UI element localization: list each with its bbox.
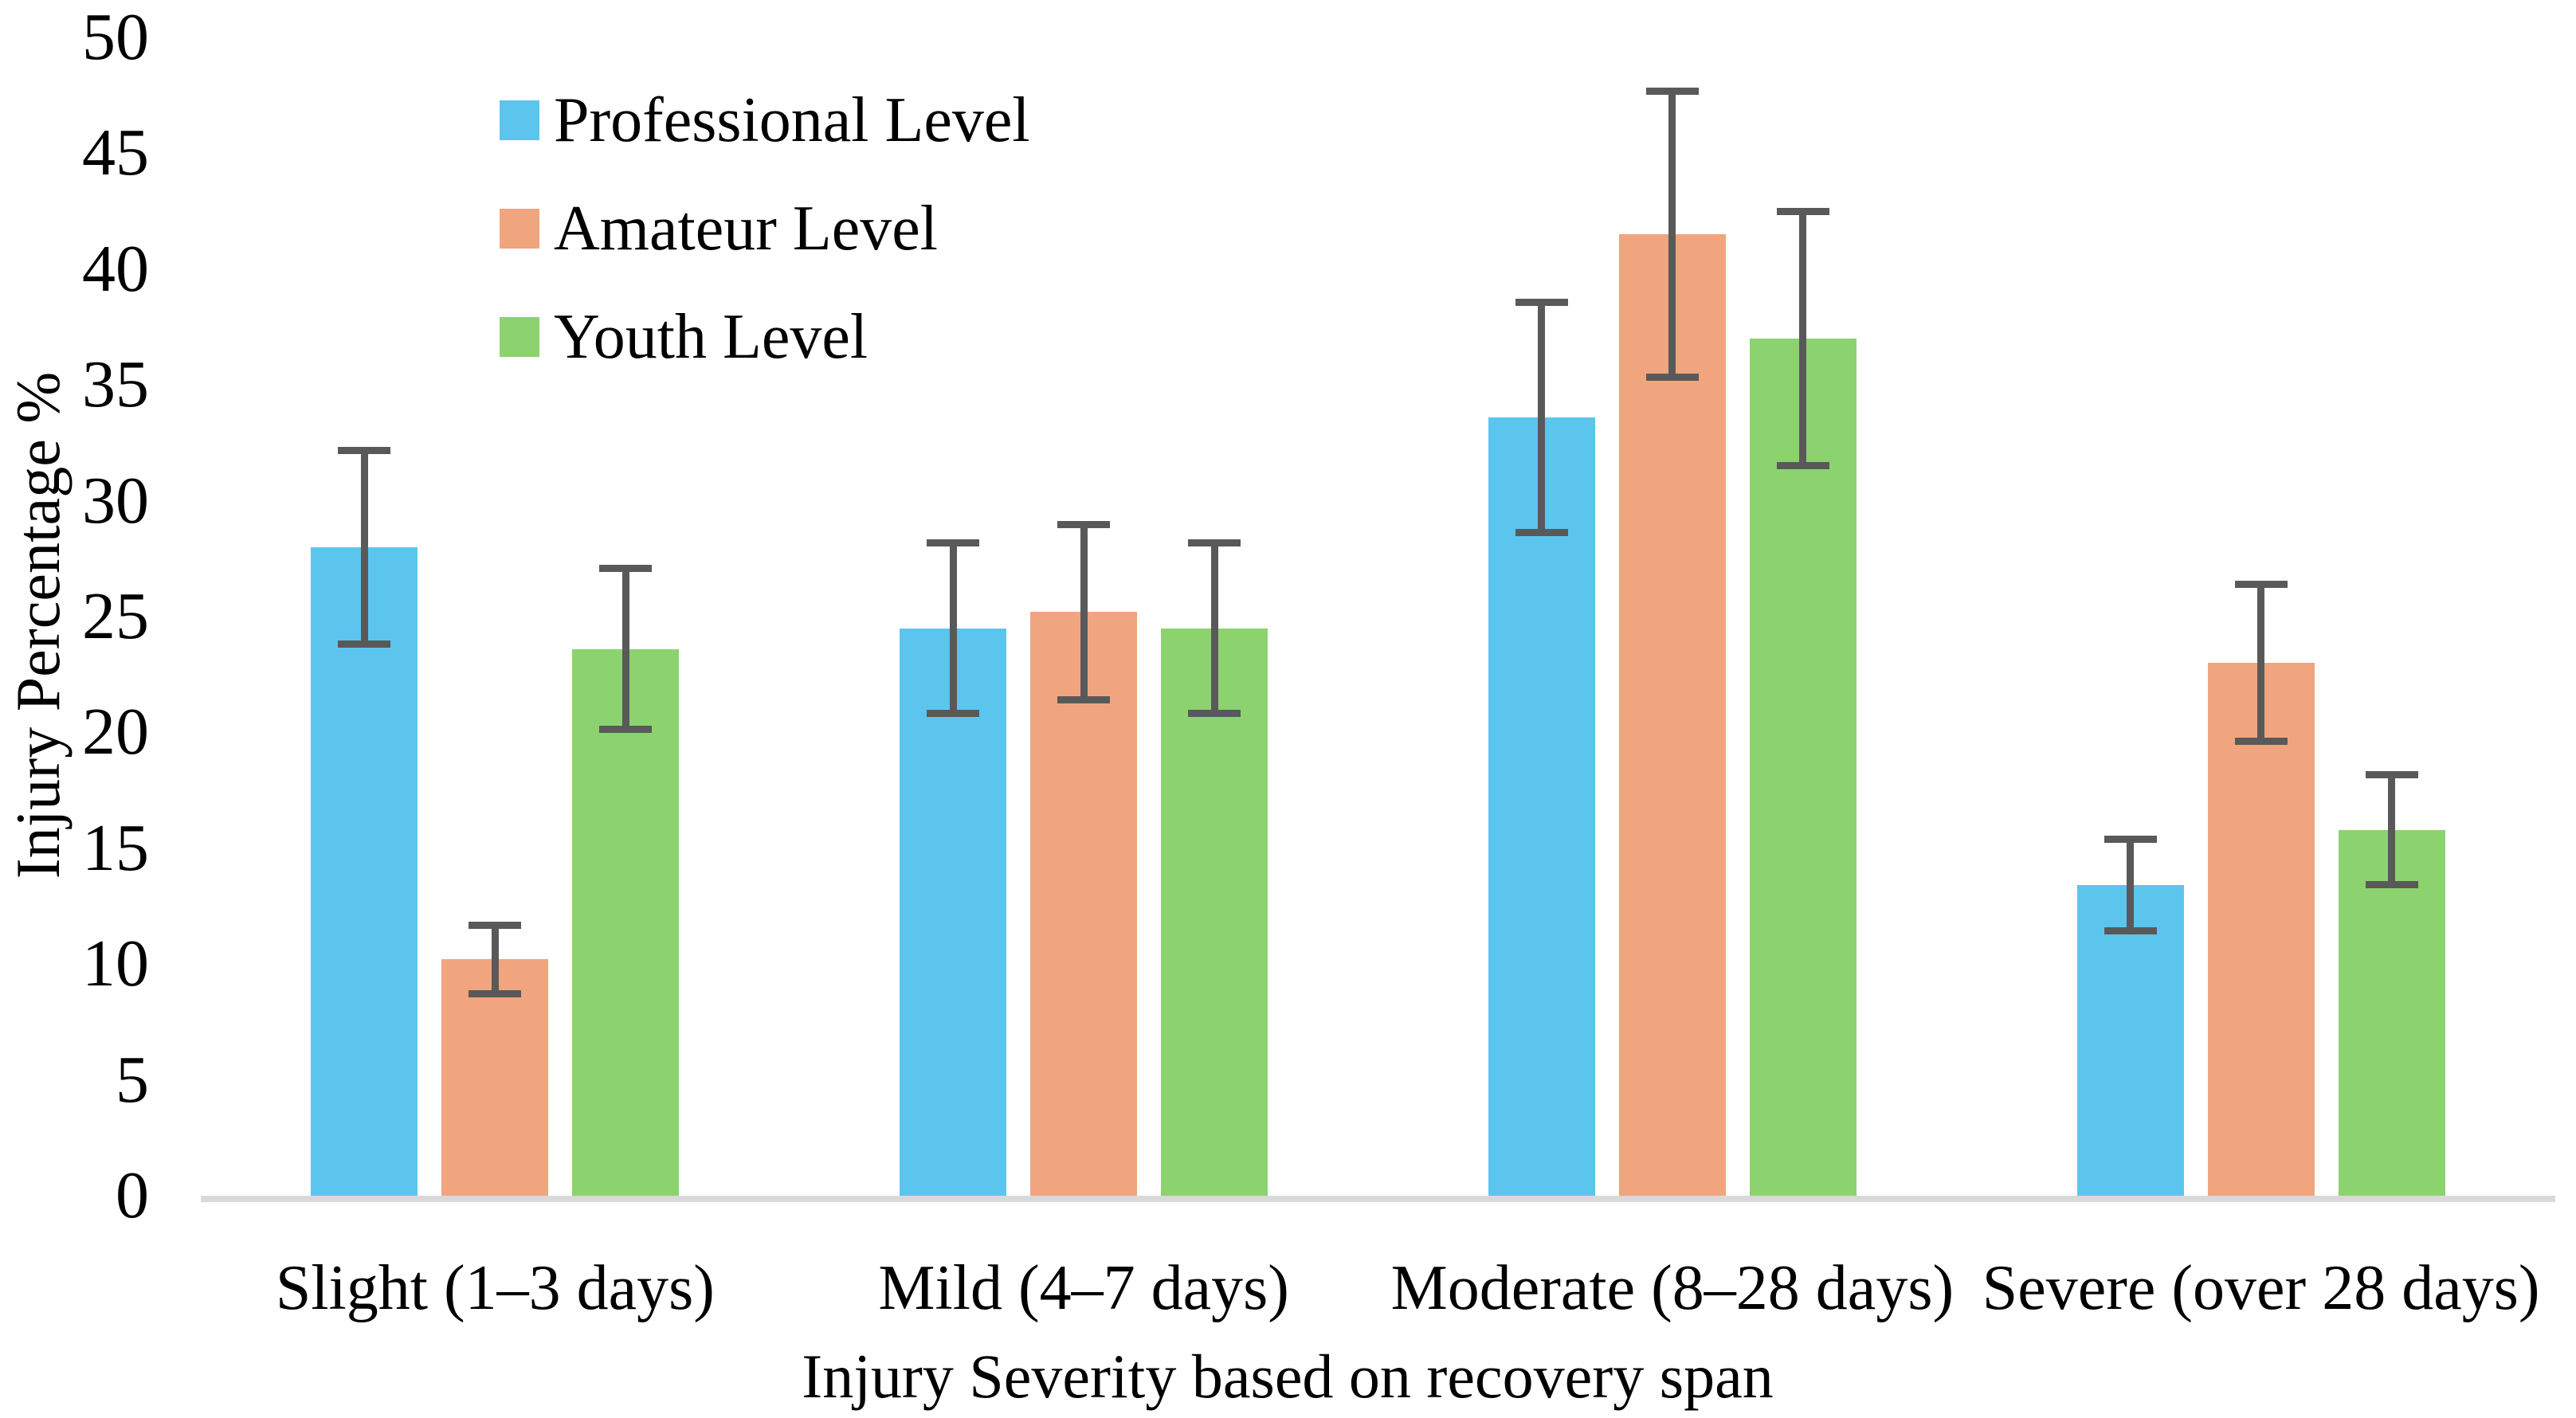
bar-professional-level: [1488, 417, 1595, 1196]
error-bar-cap: [1776, 461, 1829, 469]
category-label: Slight (1–3 days): [275, 1253, 715, 1323]
bar-youth-level: [2338, 829, 2445, 1196]
error-bar-cap: [1776, 208, 1829, 216]
error-bar: [1668, 90, 1676, 378]
category-label: Severe (over 28 days): [1982, 1253, 2540, 1323]
legend-item-youth: Youth Level: [500, 302, 1030, 372]
error-bar-cap: [1057, 695, 1111, 703]
legend-item-label: Amateur Level: [554, 194, 938, 264]
error-bar-cap: [927, 710, 980, 718]
y-tick-label: 35: [82, 347, 149, 422]
error-bar-cap: [2234, 581, 2288, 589]
legend-swatch-youth: [500, 317, 539, 357]
legend-swatch-professional: [500, 100, 539, 140]
error-bar: [1538, 301, 1546, 534]
error-bar-cap: [2104, 836, 2157, 844]
error-bar-cap: [1188, 710, 1241, 718]
error-bar-cap: [2234, 738, 2288, 746]
x-axis-title: Injury Severity based on recovery span: [802, 1342, 1774, 1411]
y-tick-label: 25: [82, 579, 149, 653]
error-bar-cap: [1515, 298, 1568, 306]
x-axis-baseline: [201, 1196, 2555, 1202]
error-bar-cap: [2365, 770, 2418, 778]
error-bar-cap: [599, 564, 653, 572]
error-bar: [1799, 211, 1807, 466]
error-bar-cap: [469, 921, 522, 929]
category-label: Moderate (8–28 days): [1390, 1253, 1955, 1323]
error-bar-cap: [2104, 927, 2157, 935]
bar-youth-level: [1161, 628, 1268, 1196]
error-bar-cap: [1645, 374, 1699, 382]
y-tick-label: 30: [82, 463, 149, 538]
error-bar-cap: [599, 726, 653, 734]
bar-youth-level: [1749, 339, 1857, 1196]
error-bar-cap: [927, 539, 980, 546]
error-bar: [1080, 523, 1088, 700]
legend-item-professional: Professional Level: [500, 85, 1030, 155]
error-bar: [621, 567, 629, 731]
error-bar-cap: [1645, 87, 1699, 95]
error-bar-cap: [1515, 529, 1568, 537]
bar-professional-level: [311, 546, 418, 1196]
error-bar: [360, 449, 368, 644]
legend-item-label: Youth Level: [554, 302, 868, 372]
y-tick-label: 5: [116, 1042, 149, 1117]
error-bar-cap: [338, 640, 391, 648]
category-label: Mild (4–7 days): [878, 1253, 1289, 1323]
error-bar: [2257, 584, 2265, 742]
legend: Professional Level Amateur Level Youth L…: [500, 85, 1030, 417]
legend-item-label: Professional Level: [554, 85, 1030, 155]
bar-amateur-level: [1030, 612, 1138, 1196]
error-bar: [491, 924, 499, 994]
legend-item-amateur: Amateur Level: [500, 194, 1030, 264]
legend-swatch-amateur: [500, 209, 539, 249]
y-tick-label: 50: [82, 0, 149, 74]
error-bar-cap: [1188, 539, 1241, 546]
bar-amateur-level: [2207, 663, 2315, 1196]
y-tick-label: 0: [116, 1158, 149, 1232]
bar-professional-level: [2076, 885, 2184, 1196]
bar-professional-level: [900, 628, 1007, 1196]
error-bar: [2388, 774, 2396, 886]
error-bar-cap: [2365, 881, 2418, 889]
error-bar: [949, 542, 957, 715]
error-bar-cap: [1057, 520, 1111, 528]
y-tick-label: 15: [82, 810, 149, 885]
error-bar-cap: [469, 990, 522, 997]
y-tick-label: 20: [82, 695, 149, 770]
plot-area: [201, 37, 2555, 1202]
error-bar: [1210, 542, 1218, 715]
y-tick-label: 10: [82, 926, 149, 1001]
bar-amateur-level: [1618, 234, 1726, 1196]
y-tick-label: 45: [82, 116, 149, 190]
bar-youth-level: [572, 648, 680, 1196]
error-bar: [2127, 839, 2135, 932]
bar-amateur-level: [441, 959, 549, 1196]
y-tick-label: 40: [82, 231, 149, 306]
error-bar-cap: [338, 446, 391, 454]
